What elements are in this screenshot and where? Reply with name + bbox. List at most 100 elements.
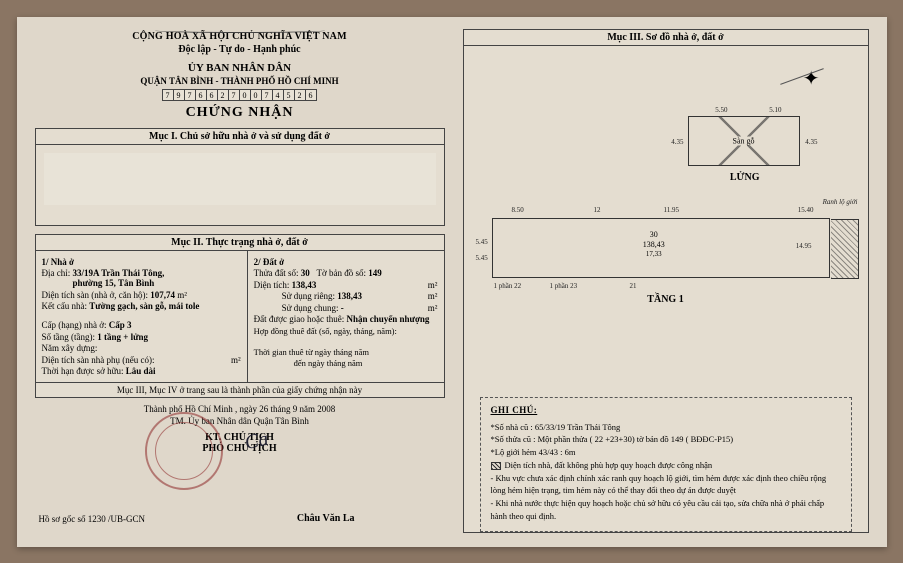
parcel-label: Thửa đất số: [254, 268, 299, 278]
notes-title: GHI CHÚ: [491, 404, 841, 418]
private-unit: m² [428, 291, 438, 301]
shared-label: Sử dụng chung: [282, 303, 339, 313]
left-footer: Thành phố Hồ Chí Minh , ngày 26 tháng 9 … [35, 404, 445, 524]
grant-val: Nhận chuyển nhượng [347, 314, 430, 324]
parcel-val: 30 [301, 268, 310, 278]
plan-hatched-ext [831, 219, 859, 279]
legend-text: Diện tích nhà, đất không phù hợp quy hoạ… [505, 460, 713, 470]
note-line-4: - Khu vực chưa xác định chính xác ranh q… [491, 472, 841, 498]
ground-plan: 30 138,43 17,33 [492, 218, 830, 278]
grade-val: Cấp 3 [109, 320, 132, 330]
grant-label: Đất được giao hoặc thuê: [254, 314, 345, 324]
mezz-dim-l: 4.35 [671, 138, 683, 146]
plan-center-text: 30 138,43 17,33 [643, 230, 665, 259]
serial-barcode: 79766270074526 [35, 89, 445, 101]
plan-area: ✦ Sàn gỗ 5.50 5.10 4.35 4.35 LỬNG 30 138… [464, 46, 868, 398]
issue-date: Thành phố Hồ Chí Minh , ngày 26 tháng 9 … [35, 404, 445, 414]
motto-line: Độc lập - Tự do - Hạnh phúc [35, 43, 445, 57]
signature: Ca [242, 428, 270, 455]
plan-dim-b1: 1 phần 22 [494, 282, 522, 290]
hatch-legend-icon [491, 462, 501, 470]
gov-header: CỘNG HOÀ XÃ HỘI CHỦ NGHĨA VIỆT NAM Độc l… [35, 29, 445, 129]
storey-label: Số tầng (tầng): [42, 332, 96, 342]
mezz-dim-r: 4.35 [805, 138, 817, 146]
addr-label: Địa chỉ: [42, 268, 71, 278]
term-label: Thời hạn được sở hữu: [42, 366, 124, 376]
mezz-title: LỬNG [730, 172, 760, 183]
year-label: Năm xây dựng: [42, 343, 241, 353]
plan-dim-t1: 8.50 [512, 206, 524, 214]
grade-label: Cấp (hạng) nhà ở: [42, 320, 107, 330]
note-line-1: *Số nhà cũ : 65/33/19 Trần Thái Tông [491, 421, 841, 434]
private-val: 138,43 [337, 291, 362, 301]
muc1-heading: Mục I. Chủ sở hữu nhà ở và sử dụng đất ở [36, 129, 444, 145]
muc3-heading: Mục III. Sơ đồ nhà ở, đất ở [464, 30, 868, 46]
house-title: 1/ Nhà ở [42, 257, 241, 267]
section-muc2: Mục II. Thực trạng nhà ở, đất ở 1/ Nhà ở… [35, 234, 445, 398]
aux-label: Diện tích sàn nhà phụ (nếu có): [42, 355, 155, 365]
kt-line1: KT. CHỦ TỊCH [35, 432, 445, 443]
private-label: Sử dụng riêng: [282, 291, 335, 301]
compass-icon: ✦ [803, 66, 820, 91]
dossier-no: Hồ sơ gốc số 1230 /UB-GCN [39, 514, 146, 524]
section-muc1: Mục I. Chủ sở hữu nhà ở và sử dụng đất ở [35, 128, 445, 226]
right-column: Mục III. Sơ đồ nhà ở, đất ở ✦ Sàn gỗ 5.5… [463, 29, 869, 533]
land-title: 2/ Đất ở [254, 257, 438, 267]
cert-title: CHỨNG NHẬN [35, 104, 445, 123]
kt-line2: PHÓ CHỦ TỊCH [35, 443, 445, 454]
muc2-land-col: 2/ Đất ở Thửa đất số: 30 Tờ bản đồ số: 1… [248, 251, 444, 382]
aux-unit: m² [231, 355, 241, 365]
notes-box: GHI CHÚ: *Số nhà cũ : 65/33/19 Trần Thái… [480, 397, 852, 532]
struct-label: Kết cấu nhà: [42, 301, 87, 311]
plan-area-val: 138,43 [643, 240, 665, 249]
mezz-dim-t1: 5.50 [715, 106, 727, 114]
signer-name: Châu Văn La [297, 513, 355, 524]
plan-r-note: Ranh lộ giới [823, 198, 858, 206]
shared-val: - [341, 303, 344, 313]
mezz-inner-label: Sàn gỗ [731, 136, 757, 145]
committee-line: ỦY BAN NHÂN DÂN [35, 61, 445, 76]
storey-val: 1 tầng + lửng [97, 332, 148, 342]
lease-to: đến ngày tháng năm [254, 358, 438, 368]
note-line-5: - Khi nhà nước thực hiện quy hoạch hoặc … [491, 497, 841, 523]
muc34-note: Mục III, Mục IV ở trang sau là thành phầ… [36, 382, 444, 397]
note-legend: Diện tích nhà, đất không phù hợp quy hoạ… [491, 459, 841, 472]
authority-line: TM. Ủy ban Nhân dân Quận Tân Bình [35, 416, 445, 426]
floorarea-unit: m² [177, 290, 187, 300]
plan-dim-r2: 14.95 [796, 242, 812, 250]
mapsheet-val: 149 [368, 268, 382, 278]
plan-dim-l1: 5.45 [476, 238, 488, 246]
mapsheet-label: Tờ bản đồ số: [317, 268, 367, 278]
landarea-val: 138,43 [292, 280, 317, 290]
plan-dim-b2: 1 phần 23 [550, 282, 578, 290]
addr-value: 33/19A Trần Thái Tông, phường 15, Tân Bì… [73, 268, 165, 288]
floorarea-label: Diện tích sàn (nhà ở, căn hộ): [42, 290, 148, 300]
shared-unit: m² [428, 303, 438, 313]
note-line-2: *Số thửa cũ : Một phần thửa ( 22 +23+30)… [491, 433, 841, 446]
plan-dim-t3: 11.95 [664, 206, 680, 214]
plan-dim-t2: 12 [594, 206, 601, 214]
plan-dim-l2: 5.45 [476, 254, 488, 262]
plan-len: 17,33 [646, 250, 662, 258]
ground-title: TẦNG 1 [647, 294, 683, 305]
left-column: CỘNG HOÀ XÃ HỘI CHỦ NGHĨA VIỆT NAM Độc l… [35, 29, 445, 533]
landarea-label: Diện tích: [254, 280, 290, 290]
muc2-heading: Mục II. Thực trạng nhà ở, đất ở [36, 235, 444, 251]
muc2-house-col: 1/ Nhà ở Địa chỉ: 33/19A Trần Thái Tông,… [36, 251, 248, 382]
owner-redacted [44, 153, 436, 205]
certificate-paper: CỘNG HOÀ XÃ HỘI CHỦ NGHĨA VIỆT NAM Độc l… [17, 17, 887, 547]
plan-dim-r1: 15.40 [798, 206, 814, 214]
plan-dim-b3: 21 [630, 282, 637, 290]
red-stamp [145, 412, 223, 490]
landarea-unit: m² [428, 280, 438, 290]
struct-val: Tường gạch, sàn gỗ, mái tole [89, 301, 199, 311]
plan-parcel: 30 [650, 230, 658, 239]
barcode-cell: 6 [305, 89, 317, 101]
note-line-3: *Lộ giới hẻm 43/43 : 6m [491, 446, 841, 459]
section-muc3: Mục III. Sơ đồ nhà ở, đất ở ✦ Sàn gỗ 5.5… [463, 29, 869, 533]
lease-from: Thời gian thuê từ ngày tháng năm [254, 347, 438, 357]
district-line: QUẬN TÂN BÌNH - THÀNH PHỐ HỒ CHÍ MINH [35, 75, 445, 87]
term-val: Lâu dài [126, 366, 156, 376]
mezz-dim-t2: 5.10 [769, 106, 781, 114]
mezzanine-plan: Sàn gỗ [688, 116, 800, 166]
